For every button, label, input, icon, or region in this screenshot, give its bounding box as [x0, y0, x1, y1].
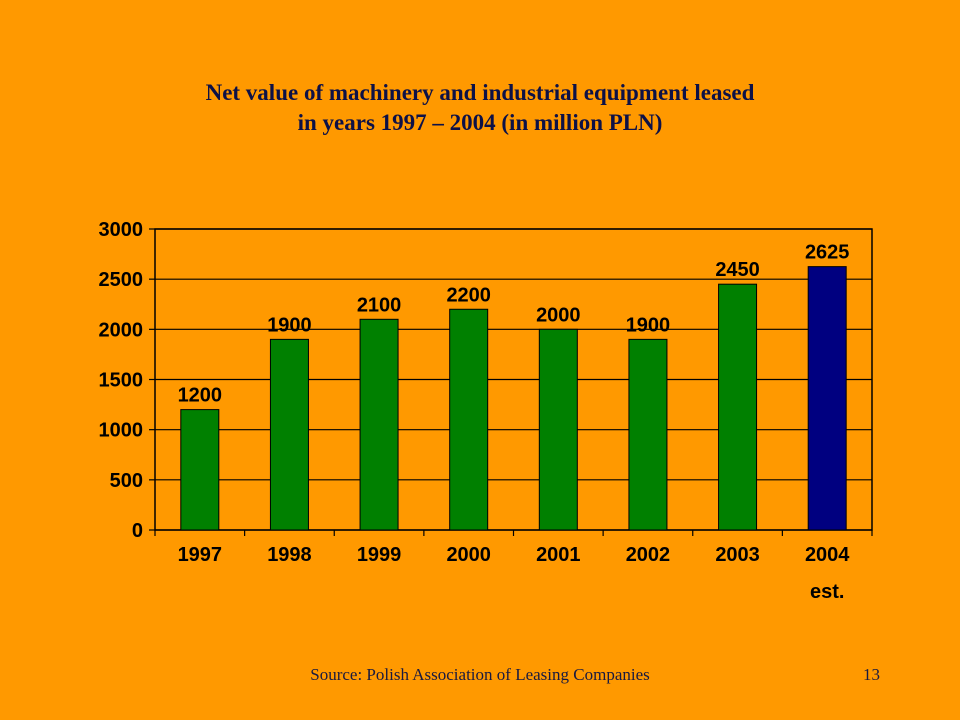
chart-title-line-1: Net value of machinery and industrial eq… — [205, 80, 755, 105]
x-tick-label-1997: 1997 — [178, 544, 223, 566]
source-note: Source: Polish Association of Leasing Co… — [310, 665, 650, 684]
bar-1997 — [180, 409, 220, 531]
data-label-1997: 1200 — [178, 385, 223, 407]
y-axis-ticks: 0 500 1000 1500 2000 2500 3000 — [99, 219, 155, 542]
chart-title: Net value of machinery and industrial eq… — [80, 78, 880, 138]
x-axis-ticks: 1997 1998 1999 2000 2001 2002 2003 2004 est. — [154, 530, 873, 603]
bar-2000 — [449, 308, 489, 531]
x-tick-label-2004: 2004 — [805, 544, 850, 566]
y-tick-label: 500 — [110, 470, 143, 492]
y-tick-label: 2000 — [99, 319, 144, 341]
bars — [180, 266, 847, 531]
x-tick-label-2002: 2002 — [626, 544, 671, 566]
bar-2004 — [807, 266, 847, 531]
x-tick-label-2001: 2001 — [536, 544, 581, 566]
bar-1999 — [359, 318, 399, 531]
x-tick-label-1999: 1999 — [357, 544, 402, 566]
y-tick-label: 1000 — [99, 420, 144, 442]
data-label-2000: 2200 — [446, 284, 491, 306]
y-tick-label: 0 — [132, 520, 143, 542]
data-label-2002: 1900 — [626, 314, 671, 336]
x-tick-label-2003: 2003 — [715, 544, 760, 566]
data-label-1999: 2100 — [357, 294, 402, 316]
x-tick-label-2000: 2000 — [446, 544, 491, 566]
data-label-2001: 2000 — [536, 304, 581, 326]
bar-2002 — [628, 338, 668, 531]
bar-2001 — [538, 328, 578, 531]
data-labels: 1200 1900 2100 2200 2000 1900 2450 2625 — [178, 242, 850, 407]
x-tick-label-1998: 1998 — [267, 544, 312, 566]
gridlines — [155, 228, 872, 531]
data-label-2004: 2625 — [805, 242, 850, 264]
bar-2003 — [718, 283, 758, 531]
bar-1998 — [269, 338, 309, 531]
y-tick-label: 1500 — [99, 370, 144, 392]
chart-title-line-2: in years 1997 – 2004 (in million PLN) — [297, 110, 663, 135]
y-tick-label: 3000 — [99, 219, 144, 241]
data-label-1998: 1900 — [267, 314, 312, 336]
data-label-2003: 2450 — [715, 259, 760, 281]
x-tick-sublabel-2004: est. — [810, 581, 844, 603]
y-tick-label: 2500 — [99, 269, 144, 291]
page-number: 13 — [863, 665, 880, 684]
